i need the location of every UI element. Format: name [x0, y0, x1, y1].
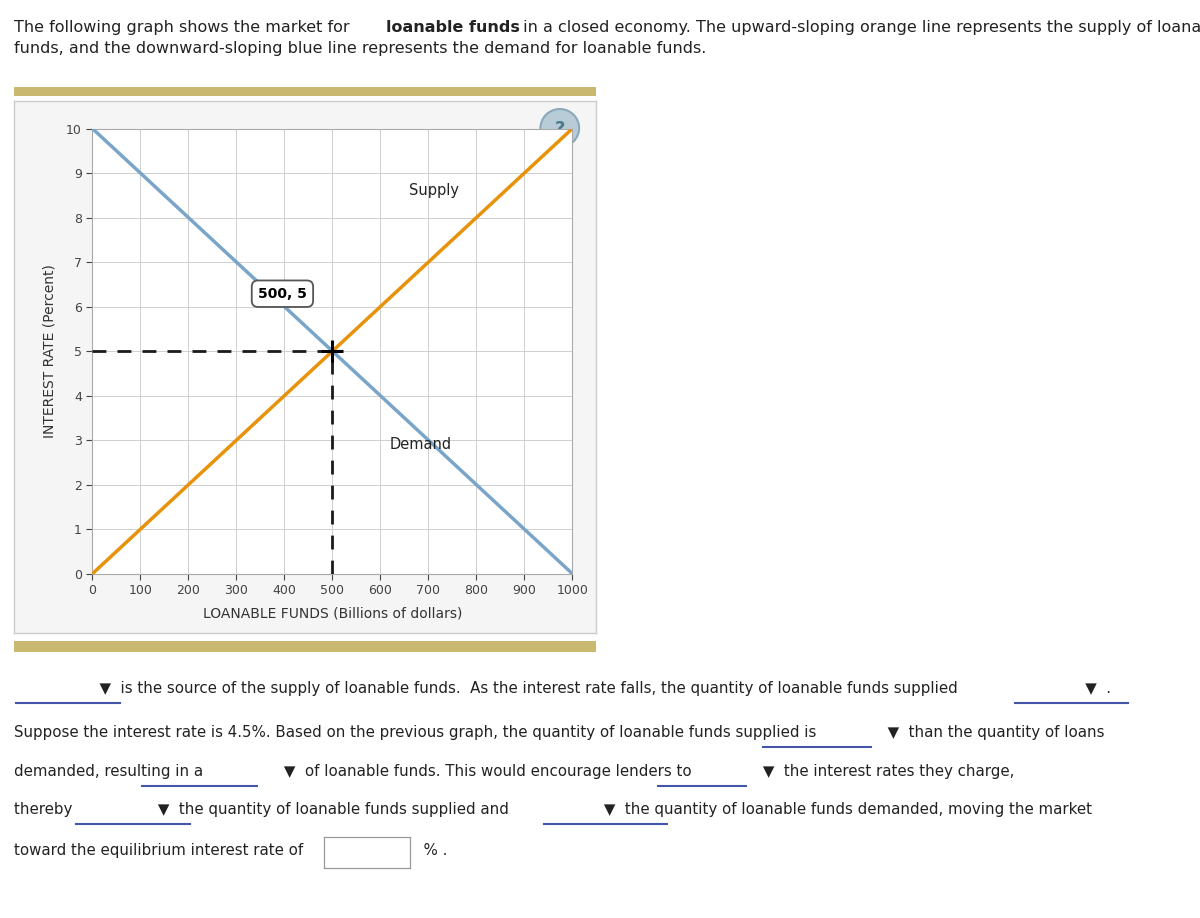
Text: ▼  is the source of the supply of loanable funds.  As the interest rate falls, t: ▼ is the source of the supply of loanabl… — [14, 681, 958, 696]
Text: loanable funds: loanable funds — [386, 20, 521, 35]
Text: demanded, resulting in a                 ▼  of loanable funds. This would encour: demanded, resulting in a ▼ of loanable f… — [14, 764, 1015, 778]
Text: in a closed economy. The upward-sloping orange line represents the supply of loa: in a closed economy. The upward-sloping … — [518, 20, 1200, 35]
Text: ▼  .: ▼ . — [1014, 681, 1111, 696]
Text: funds, and the downward-sloping blue line represents the demand for loanable fun: funds, and the downward-sloping blue lin… — [14, 41, 707, 56]
Text: Supply: Supply — [409, 184, 460, 198]
Text: Demand: Demand — [390, 437, 452, 452]
Text: % .: % . — [414, 843, 448, 857]
Text: The following graph shows the market for: The following graph shows the market for — [14, 20, 355, 35]
X-axis label: LOANABLE FUNDS (Billions of dollars): LOANABLE FUNDS (Billions of dollars) — [203, 607, 462, 621]
Text: thereby                  ▼  the quantity of loanable funds supplied and         : thereby ▼ the quantity of loanable funds… — [14, 802, 1092, 817]
Text: 500, 5: 500, 5 — [258, 286, 307, 301]
Circle shape — [540, 109, 580, 147]
Y-axis label: INTEREST RATE (Percent): INTEREST RATE (Percent) — [42, 264, 56, 438]
Text: ?: ? — [554, 120, 565, 138]
Text: Suppose the interest rate is 4.5%. Based on the previous graph, the quantity of : Suppose the interest rate is 4.5%. Based… — [14, 725, 1105, 740]
Text: toward the equilibrium interest rate of: toward the equilibrium interest rate of — [14, 843, 304, 857]
